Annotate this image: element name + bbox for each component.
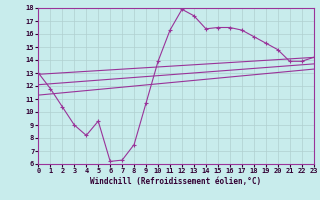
X-axis label: Windchill (Refroidissement éolien,°C): Windchill (Refroidissement éolien,°C): [91, 177, 261, 186]
